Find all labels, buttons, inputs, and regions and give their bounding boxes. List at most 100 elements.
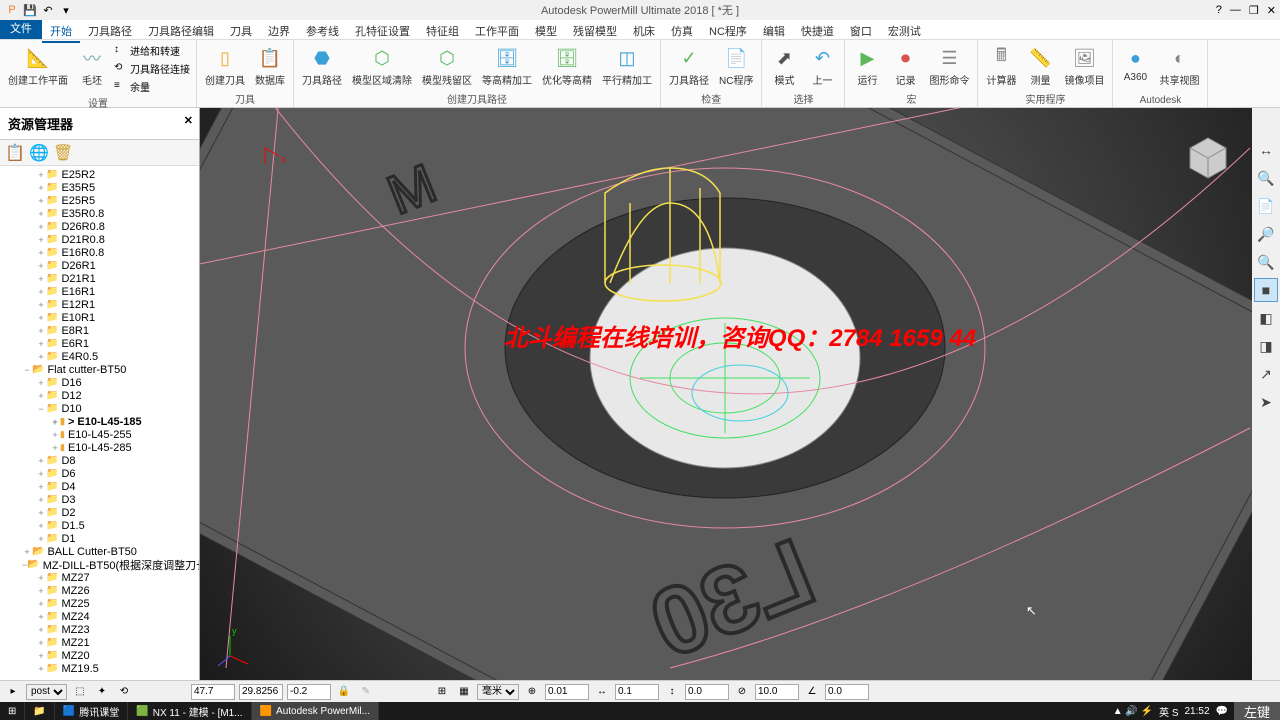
ribbon-tab-8[interactable]: 工作平面 bbox=[467, 23, 527, 41]
taskbar-explorer-icon[interactable]: 📁 bbox=[25, 702, 54, 720]
viewport-tool-0[interactable]: ↔ bbox=[1254, 138, 1278, 162]
lock-icon[interactable]: 🔒 bbox=[335, 683, 353, 701]
tree-item[interactable]: +📁MZ26 bbox=[0, 584, 199, 597]
a-input[interactable] bbox=[685, 684, 729, 700]
tree-item[interactable]: +📁MZ23 bbox=[0, 623, 199, 636]
b-input[interactable] bbox=[755, 684, 799, 700]
viewport-tool-3[interactable]: 🔎 bbox=[1254, 222, 1278, 246]
tree-item[interactable]: +📁D26R1 bbox=[0, 259, 199, 272]
ribbon-button[interactable]: 📏测量 bbox=[1022, 42, 1058, 89]
ribbon-button[interactable]: ↶上一 bbox=[804, 42, 840, 89]
ribbon-tab-15[interactable]: 快捷道 bbox=[793, 23, 842, 41]
undo-icon[interactable]: ↶ bbox=[40, 2, 56, 18]
ribbon-tab-1[interactable]: 刀具路径 bbox=[80, 23, 140, 41]
tree-item[interactable]: +📁E25R5 bbox=[0, 194, 199, 207]
ribbon-button[interactable]: ◐共享视图 bbox=[1155, 42, 1203, 89]
globe-icon[interactable]: 🌐 bbox=[30, 144, 48, 162]
tree-item[interactable]: +📁E12R1 bbox=[0, 298, 199, 311]
save-icon[interactable]: 💾 bbox=[22, 2, 38, 18]
ribbon-tab-2[interactable]: 刀具路径编辑 bbox=[140, 23, 222, 41]
ribbon-tab-7[interactable]: 特征组 bbox=[418, 23, 467, 41]
viewport-tool-9[interactable]: ➤ bbox=[1254, 390, 1278, 414]
viewport-tool-4[interactable]: 🔍 bbox=[1254, 250, 1278, 274]
coord-z-input[interactable] bbox=[287, 684, 331, 700]
start-button[interactable]: ⊞ bbox=[0, 702, 25, 720]
ribbon-button[interactable]: ⬡模型区域清除 bbox=[348, 42, 416, 89]
viewport-tool-8[interactable]: ↗ bbox=[1254, 362, 1278, 386]
ribbon-tab-11[interactable]: 机床 bbox=[625, 23, 663, 41]
minimize-icon[interactable]: — bbox=[1230, 4, 1241, 17]
ribbon-button[interactable]: 📋数据库 bbox=[251, 42, 289, 89]
ribbon-tab-12[interactable]: 仿真 bbox=[663, 23, 701, 41]
viewport-tool-7[interactable]: ◨ bbox=[1254, 334, 1278, 358]
ribbon-button[interactable]: 〰毛坯 bbox=[74, 42, 110, 89]
ribbon-button[interactable]: 🗄优化等高精 bbox=[538, 42, 596, 89]
tree-item[interactable]: +📁E25R2 bbox=[0, 168, 199, 181]
viewport[interactable]: L30 M x y 北斗编程在线培训，咨 bbox=[200, 108, 1280, 680]
tol-icon[interactable]: ⊕ bbox=[523, 683, 541, 701]
tree-item[interactable]: +📁D1.5 bbox=[0, 519, 199, 532]
tree-item[interactable]: +📁E10R1 bbox=[0, 311, 199, 324]
ribbon-button[interactable]: ●A360 bbox=[1117, 42, 1153, 85]
tree-item[interactable]: +📁MZ24 bbox=[0, 610, 199, 623]
ribbon-tab-6[interactable]: 孔特征设置 bbox=[347, 23, 418, 41]
ribbon-button[interactable]: ⬈模式 bbox=[766, 42, 802, 89]
maximize-icon[interactable]: ❐ bbox=[1249, 4, 1259, 17]
post-select[interactable]: post bbox=[26, 684, 67, 700]
status-arrow-icon[interactable]: ▸ bbox=[4, 683, 22, 701]
ribbon-button[interactable]: 🖼镜像项目 bbox=[1060, 42, 1108, 89]
ribbon-button[interactable]: ▶运行 bbox=[849, 42, 885, 89]
tree-item[interactable]: +📁D4 bbox=[0, 480, 199, 493]
ribbon-tab-10[interactable]: 残留模型 bbox=[565, 23, 625, 41]
tree-item[interactable]: −📂Flat cutter-BT50 bbox=[0, 363, 199, 376]
tree-item[interactable]: +📁E35R5 bbox=[0, 181, 199, 194]
tree-item[interactable]: +▮E10-L45-255 bbox=[0, 428, 199, 441]
tree-item[interactable]: +📁E8R1 bbox=[0, 324, 199, 337]
tree-item[interactable]: +📁MZ21 bbox=[0, 636, 199, 649]
tree-item[interactable]: +📁D12 bbox=[0, 389, 199, 402]
ribbon-tab-16[interactable]: 窗口 bbox=[842, 23, 880, 41]
viewport-tool-1[interactable]: 🔍 bbox=[1254, 166, 1278, 190]
ribbon-button[interactable]: ☰图形命令 bbox=[925, 42, 973, 89]
tree-item[interactable]: +📁D1 bbox=[0, 532, 199, 545]
tree-item[interactable]: +📁E35R0.8 bbox=[0, 207, 199, 220]
tree-item[interactable]: +▮E10-L45-285 bbox=[0, 441, 199, 454]
ribbon-tab-3[interactable]: 刀具 bbox=[222, 23, 260, 41]
explorer-tree[interactable]: +📁E25R2+📁E35R5+📁E25R5+📁E35R0.8+📁D26R0.8+… bbox=[0, 166, 199, 680]
tree-item[interactable]: +📁MZ25 bbox=[0, 597, 199, 610]
a-icon[interactable]: ↕ bbox=[663, 683, 681, 701]
tree-item[interactable]: +📁E4R0.5 bbox=[0, 350, 199, 363]
tree-item[interactable]: +📁D6 bbox=[0, 467, 199, 480]
coord-y-input[interactable] bbox=[239, 684, 283, 700]
tree-item[interactable]: +📁D26R0.8 bbox=[0, 220, 199, 233]
step-icon[interactable]: ↔ bbox=[593, 683, 611, 701]
b-icon[interactable]: ⊘ bbox=[733, 683, 751, 701]
tray-time[interactable]: 21:52 bbox=[1185, 706, 1210, 717]
taskbar-app-2[interactable]: 🟩NX 11 - 建模 - [M1... bbox=[128, 702, 251, 720]
tree-item[interactable]: +📁MZ20 bbox=[0, 649, 199, 662]
tree-item[interactable]: +📁D8 bbox=[0, 454, 199, 467]
sb-icon-1[interactable]: ⬚ bbox=[71, 683, 89, 701]
help-icon[interactable]: ? bbox=[1216, 4, 1222, 17]
ribbon-button[interactable]: ⬡模型残留区 bbox=[418, 42, 476, 89]
ribbon-tab-4[interactable]: 边界 bbox=[260, 23, 298, 41]
ribbon-tab-14[interactable]: 编辑 bbox=[755, 23, 793, 41]
tree-item[interactable]: +📁D21R0.8 bbox=[0, 233, 199, 246]
file-tab[interactable]: 文件 bbox=[0, 17, 42, 39]
tray-notif-icon[interactable]: 💬 bbox=[1216, 706, 1228, 717]
ribbon-tab-17[interactable]: 宏测试 bbox=[880, 23, 929, 41]
pencil-icon[interactable]: ✎ bbox=[357, 683, 375, 701]
qat-dropdown-icon[interactable]: ▾ bbox=[58, 2, 74, 18]
ribbon-tab-13[interactable]: NC程序 bbox=[701, 23, 755, 41]
close-icon[interactable]: ✕ bbox=[1267, 4, 1276, 17]
clipboard-icon[interactable]: 📋 bbox=[6, 144, 24, 162]
ribbon-button[interactable]: ⏺记录 bbox=[887, 42, 923, 89]
tree-item[interactable]: +📁D16 bbox=[0, 376, 199, 389]
sb-icon-3[interactable]: ⟲ bbox=[115, 683, 133, 701]
tree-item[interactable]: +📁E16R0.8 bbox=[0, 246, 199, 259]
tree-item[interactable]: +📁MZ19.5 bbox=[0, 662, 199, 675]
ribbon-button[interactable]: ✓刀具路径 bbox=[665, 42, 713, 89]
viewport-tool-5[interactable]: ■ bbox=[1254, 278, 1278, 302]
step-input[interactable] bbox=[615, 684, 659, 700]
tree-item[interactable]: +📁E6R1 bbox=[0, 337, 199, 350]
